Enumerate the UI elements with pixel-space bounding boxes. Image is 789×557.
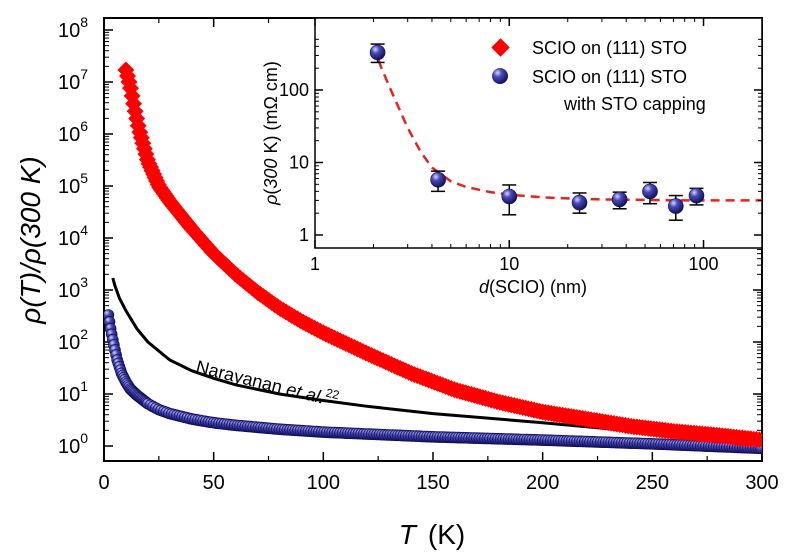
inset-y-tick-label: 10 bbox=[289, 153, 309, 173]
y-tick-label: 107 bbox=[58, 66, 88, 94]
y-tick-label: 108 bbox=[58, 14, 88, 42]
inset-x-axis-label: d(SCIO) (nm) bbox=[479, 277, 587, 297]
y-tick-label: 104 bbox=[58, 222, 88, 250]
inset-data-point bbox=[642, 183, 658, 200]
y-tick-label: 101 bbox=[58, 378, 88, 406]
main-plot-axes: 0 50 100 150 200 250 3001001011021031041051061… bbox=[58, 14, 779, 494]
legend-label-capping: with STO capping bbox=[563, 94, 706, 114]
inset-axes: 1 10 100 1 10 100 bbox=[279, 18, 763, 274]
inset-x-tick-label: 100 bbox=[688, 254, 718, 274]
inset-data-point bbox=[611, 191, 628, 208]
inset-x-tick-label: 1 bbox=[310, 254, 320, 274]
inset-y-axis-label: ρ(300 K) (mΩ cm) bbox=[261, 61, 281, 206]
y-tick-label: 103 bbox=[58, 274, 88, 302]
x-tick-label: 50 bbox=[203, 472, 225, 494]
x-axis-label: T (K) bbox=[399, 519, 465, 550]
x-tick-label: 300 bbox=[745, 472, 778, 494]
x-tick-label: 200 bbox=[526, 472, 559, 494]
x-tick-label: 250 bbox=[636, 472, 669, 494]
x-tick-label: 150 bbox=[416, 472, 449, 494]
inset-frame bbox=[314, 17, 763, 249]
y-tick-label: 100 bbox=[58, 430, 88, 458]
y-tick-label: 105 bbox=[58, 170, 88, 198]
inset-fit-line bbox=[372, 45, 762, 202]
inset-data-point bbox=[501, 188, 518, 205]
legend-marker-sphere bbox=[492, 68, 508, 84]
x-tick-label: 100 bbox=[307, 472, 340, 494]
y-tick-label: 106 bbox=[58, 118, 88, 146]
legend-marker-diamond bbox=[491, 38, 510, 57]
y-axis-label: ρ(T)/ρ(300 K) bbox=[15, 156, 46, 324]
inset-y-tick-label: 1 bbox=[299, 225, 309, 245]
scio-data-point bbox=[750, 431, 762, 449]
y-tick-label: 102 bbox=[58, 326, 88, 354]
inset-data-point bbox=[571, 194, 588, 211]
inset-data-point bbox=[369, 44, 386, 61]
inset-x-tick-label: 10 bbox=[499, 254, 519, 274]
inset-y-tick-label: 100 bbox=[279, 80, 309, 100]
x-tick-label: 0 bbox=[98, 472, 109, 494]
inset-data-point bbox=[688, 187, 705, 204]
inset-legend: SCIO on (111) STO SCIO on (111) STO with… bbox=[491, 38, 706, 114]
legend-label-scio: SCIO on (111) STO bbox=[532, 38, 687, 58]
legend-label-scio-capped: SCIO on (111) STO bbox=[532, 67, 687, 87]
main-plot-series bbox=[104, 61, 762, 455]
narayanan-line bbox=[111, 277, 762, 446]
inset-data-point bbox=[667, 198, 684, 214]
narayanan-annotation: Narayanan et al.22 bbox=[194, 354, 341, 412]
inset-data-point bbox=[430, 171, 446, 188]
inset-series bbox=[369, 43, 762, 221]
